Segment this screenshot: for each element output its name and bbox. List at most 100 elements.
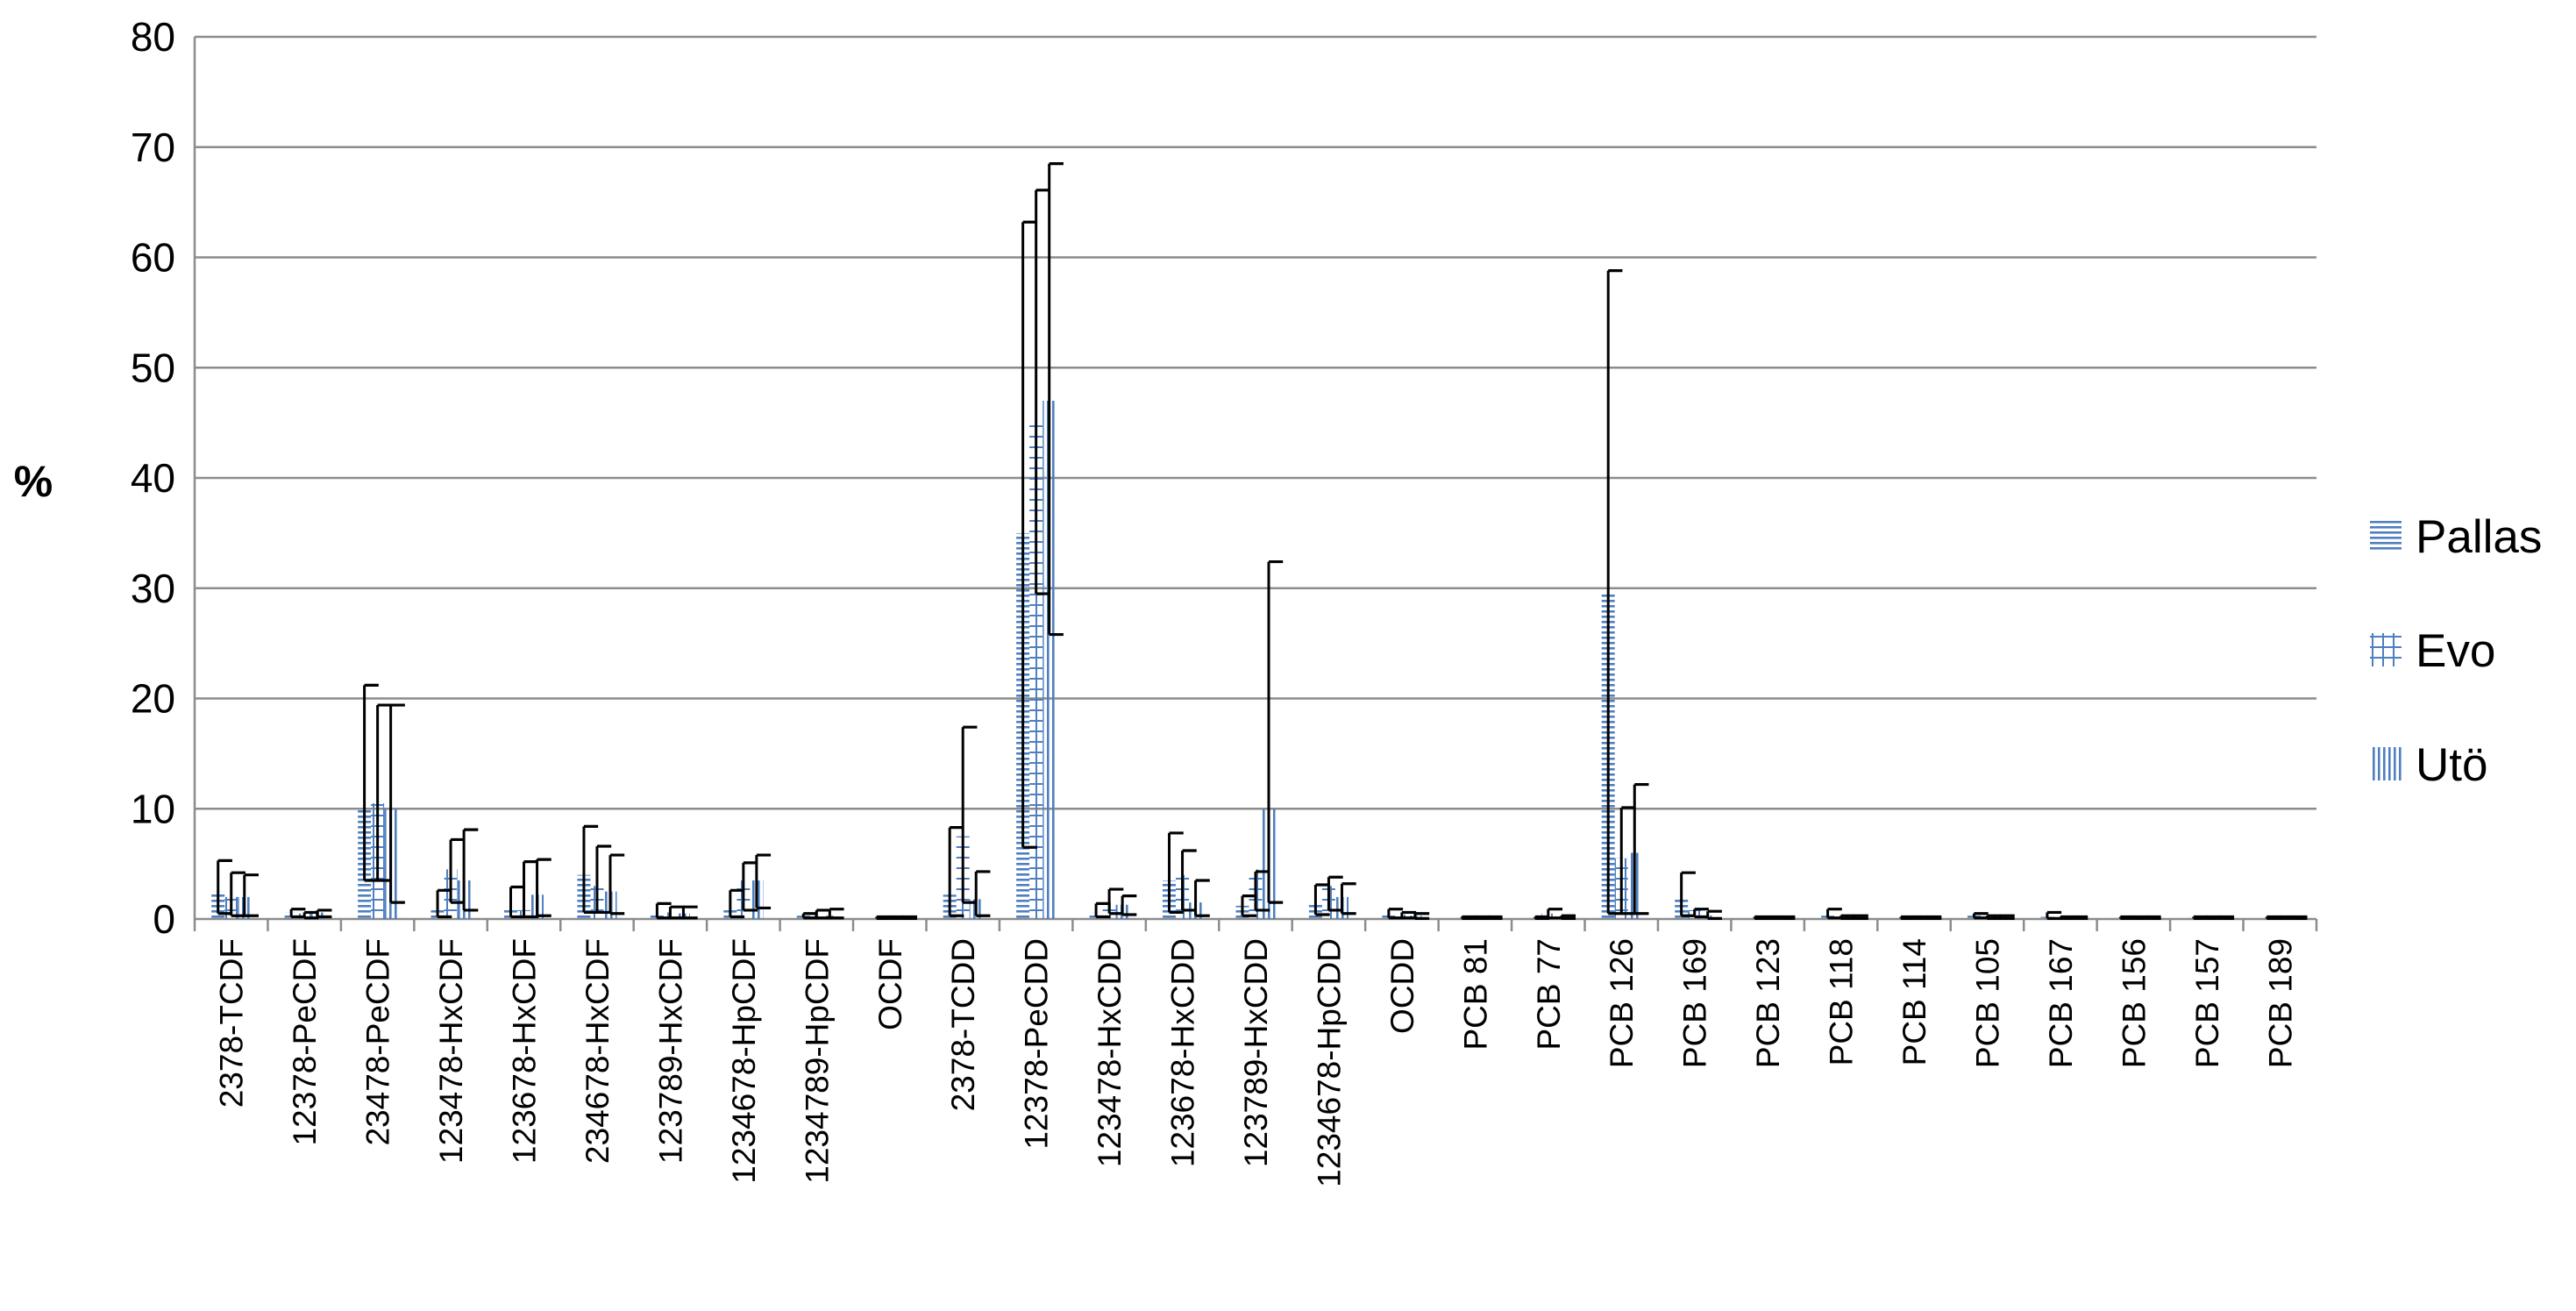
error-bars	[217, 162, 2308, 920]
x-tick-label: 12378-PeCDF	[287, 938, 323, 1146]
error-bar-evo-5	[595, 844, 612, 915]
error-bar-utö-1	[316, 908, 332, 919]
error-bar-pallas-21	[1753, 915, 1769, 920]
error-bar-evo-2	[376, 703, 392, 882]
error-bar-evo-8	[815, 908, 831, 920]
error-bar-utö-21	[1779, 915, 1796, 920]
error-bar-evo-21	[1766, 915, 1783, 920]
x-tick-label: PCB 189	[2262, 938, 2298, 1068]
error-bar-evo-15	[1327, 875, 1343, 912]
x-tick-label: 123678-HxCDF	[507, 938, 543, 1164]
x-tick-label: OCDD	[1384, 938, 1420, 1034]
y-tick-label: 0	[153, 896, 175, 942]
error-bar-evo-25	[2059, 915, 2075, 920]
y-tick-labels: 0 10 20 30 40 50 60 70 80	[131, 14, 175, 942]
error-bar-evo-13	[1181, 849, 1197, 912]
error-bar-pallas-4	[509, 885, 525, 919]
legend-swatch	[2370, 747, 2402, 780]
error-bar-pallas-22	[1826, 908, 1842, 920]
error-bar-utö-19	[1633, 782, 1649, 916]
grid-lines	[195, 35, 2316, 810]
x-tick-label: PCB 126	[1604, 938, 1640, 1068]
error-bar-utö-10	[974, 870, 991, 917]
legend-swatch	[2370, 633, 2402, 666]
error-bar-evo-7	[742, 861, 758, 912]
y-tick-label: 30	[131, 566, 175, 611]
error-bar-utö-12	[1121, 894, 1137, 916]
error-bar-utö-16	[1413, 912, 1430, 920]
error-bar-utö-5	[608, 853, 625, 916]
x-tick-label: PCB 81	[1457, 938, 1493, 1051]
error-bar-pallas-8	[801, 912, 818, 920]
error-bar-pallas-16	[1387, 908, 1404, 920]
error-bar-pallas-3	[436, 888, 452, 919]
error-bar-utö-0	[243, 873, 259, 917]
error-bar-utö-8	[828, 908, 844, 920]
x-tick-label: PCB 167	[2043, 938, 2079, 1068]
bars	[211, 401, 2300, 920]
error-bar-pallas-14	[1241, 894, 1257, 917]
x-tick-label: OCDF	[872, 938, 908, 1030]
error-bar-pallas-27	[2192, 915, 2209, 920]
legend-item-pallas: Pallas	[2370, 511, 2542, 563]
x-tick-label: 1234678-HpCDF	[726, 938, 762, 1184]
error-bar-utö-27	[2218, 915, 2235, 920]
error-bar-utö-3	[462, 828, 479, 912]
error-bar-pallas-11	[1021, 220, 1037, 849]
error-bar-evo-17	[1473, 915, 1490, 920]
error-bar-utö-6	[681, 905, 698, 920]
x-tick-label: 23478-PeCDF	[360, 938, 396, 1146]
legend-label: Pallas	[2416, 511, 2542, 563]
error-bar-pallas-10	[948, 826, 964, 917]
legend: Pallas Evo Utö	[2370, 511, 2542, 791]
x-tick-label: PCB 157	[2189, 938, 2225, 1068]
error-bar-evo-23	[1912, 915, 1929, 920]
error-bar-evo-22	[1839, 914, 1855, 920]
y-tick-label: 40	[131, 455, 175, 501]
error-bar-evo-24	[1985, 914, 2002, 920]
error-bar-pallas-12	[1094, 901, 1111, 919]
error-bar-utö-7	[755, 853, 772, 910]
x-tick-label: 1234678-HpCDD	[1311, 938, 1347, 1187]
error-bar-utö-15	[1340, 882, 1356, 916]
error-bar-utö-4	[536, 858, 551, 917]
error-bar-utö-24	[1999, 914, 2015, 920]
error-bar-utö-26	[2145, 915, 2161, 920]
error-bar-utö-20	[1706, 909, 1722, 920]
x-tick-label: 123789-HxCDD	[1238, 938, 1274, 1167]
error-bar-pallas-17	[1460, 915, 1477, 920]
x-tick-label: 123789-HxCDF	[652, 938, 688, 1164]
y-tick-label: 20	[131, 676, 175, 722]
y-tick-label: 60	[131, 235, 175, 281]
error-bar-pallas-26	[2118, 915, 2135, 920]
error-bar-utö-13	[1194, 879, 1210, 917]
y-tick-label: 80	[131, 14, 175, 60]
error-bar-utö-28	[2291, 915, 2308, 920]
error-bar-evo-1	[302, 910, 319, 920]
error-bar-evo-19	[1619, 806, 1636, 916]
error-bar-pallas-0	[217, 859, 232, 916]
error-bar-evo-9	[888, 915, 904, 920]
error-bar-pallas-28	[2265, 915, 2281, 920]
error-bar-evo-12	[1107, 887, 1124, 916]
error-bar-pallas-2	[363, 683, 379, 882]
error-bar-pallas-9	[875, 915, 891, 920]
legend-item-evo: Evo	[2370, 625, 2495, 677]
error-bar-evo-3	[449, 837, 466, 904]
error-bar-utö-14	[1267, 559, 1284, 904]
error-bar-utö-9	[901, 915, 918, 920]
error-bar-pallas-20	[1680, 871, 1696, 917]
legend-label: Evo	[2416, 625, 2495, 677]
error-bar-evo-4	[523, 860, 538, 919]
y-axis-label: %	[14, 457, 53, 506]
x-tick-label: 12378-PeCDD	[1019, 938, 1055, 1150]
x-tick-label: 2378-TCDF	[214, 938, 250, 1108]
error-bar-evo-0	[230, 871, 246, 917]
x-tick-labels: 2378-TCDF 12378-PeCDF 23478-PeCDF 123478-Hx…	[214, 938, 2299, 1187]
axes	[193, 37, 2318, 931]
error-bar-evo-16	[1400, 910, 1417, 920]
error-bar-evo-10	[961, 725, 978, 904]
error-bar-pallas-24	[1972, 912, 1989, 920]
error-bar-evo-11	[1035, 189, 1050, 595]
error-bar-pallas-25	[2046, 910, 2062, 920]
